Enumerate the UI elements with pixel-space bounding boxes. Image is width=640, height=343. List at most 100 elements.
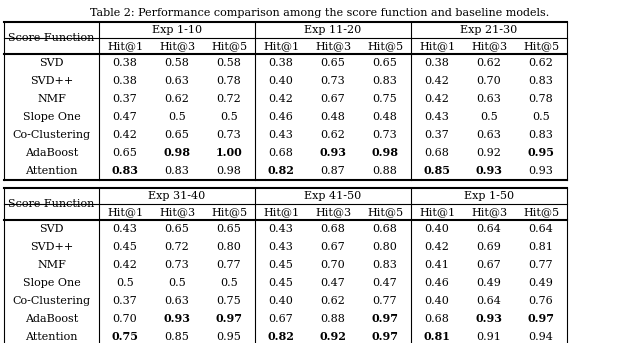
Text: 0.64: 0.64 bbox=[477, 296, 501, 306]
Text: 0.83: 0.83 bbox=[529, 76, 554, 86]
Text: 0.49: 0.49 bbox=[529, 278, 554, 288]
Text: 0.5: 0.5 bbox=[480, 112, 498, 122]
Text: 0.68: 0.68 bbox=[372, 224, 397, 234]
Text: SVD: SVD bbox=[39, 224, 64, 234]
Text: 0.49: 0.49 bbox=[477, 278, 501, 288]
Text: Hit@5: Hit@5 bbox=[367, 41, 403, 51]
Text: 0.65: 0.65 bbox=[164, 224, 189, 234]
Text: 0.73: 0.73 bbox=[216, 130, 241, 140]
Text: 0.82: 0.82 bbox=[268, 331, 294, 343]
Text: Hit@3: Hit@3 bbox=[315, 41, 351, 51]
Text: Score Function: Score Function bbox=[8, 199, 95, 209]
Text: 0.47: 0.47 bbox=[321, 278, 346, 288]
Text: 0.47: 0.47 bbox=[113, 112, 138, 122]
Text: 0.78: 0.78 bbox=[216, 76, 241, 86]
Text: Exp 1-10: Exp 1-10 bbox=[152, 25, 202, 35]
Text: 0.62: 0.62 bbox=[321, 130, 346, 140]
Text: 0.38: 0.38 bbox=[113, 58, 138, 68]
Text: Exp 1-50: Exp 1-50 bbox=[464, 191, 514, 201]
Text: Hit@3: Hit@3 bbox=[159, 41, 195, 51]
Text: 0.64: 0.64 bbox=[477, 224, 501, 234]
Text: 0.5: 0.5 bbox=[168, 112, 186, 122]
Text: 0.92: 0.92 bbox=[319, 331, 346, 343]
Text: 0.42: 0.42 bbox=[424, 76, 449, 86]
Text: 0.93: 0.93 bbox=[319, 147, 346, 158]
Text: 0.77: 0.77 bbox=[372, 296, 397, 306]
Text: Slope One: Slope One bbox=[22, 112, 81, 122]
Text: 0.5: 0.5 bbox=[220, 278, 238, 288]
Text: 0.62: 0.62 bbox=[477, 58, 501, 68]
Text: 0.68: 0.68 bbox=[424, 314, 449, 324]
Text: 0.48: 0.48 bbox=[321, 112, 346, 122]
Text: 0.37: 0.37 bbox=[113, 296, 138, 306]
Text: 0.69: 0.69 bbox=[477, 242, 501, 252]
Text: 0.58: 0.58 bbox=[216, 58, 241, 68]
Text: 0.82: 0.82 bbox=[268, 166, 294, 177]
Text: Hit@5: Hit@5 bbox=[523, 41, 559, 51]
Text: 0.77: 0.77 bbox=[529, 260, 554, 270]
Text: Hit@1: Hit@1 bbox=[107, 207, 143, 217]
Text: 0.81: 0.81 bbox=[529, 242, 554, 252]
Text: 0.47: 0.47 bbox=[372, 278, 397, 288]
Text: 0.41: 0.41 bbox=[424, 260, 449, 270]
Text: 0.98: 0.98 bbox=[371, 147, 399, 158]
Text: Score Function: Score Function bbox=[8, 33, 95, 43]
Text: AdaBoost: AdaBoost bbox=[25, 148, 78, 158]
Text: 0.83: 0.83 bbox=[529, 130, 554, 140]
Text: 0.98: 0.98 bbox=[163, 147, 191, 158]
Text: 0.62: 0.62 bbox=[529, 58, 554, 68]
Text: Hit@3: Hit@3 bbox=[159, 207, 195, 217]
Text: 0.42: 0.42 bbox=[424, 242, 449, 252]
Text: 0.65: 0.65 bbox=[113, 148, 138, 158]
Text: 0.45: 0.45 bbox=[269, 260, 293, 270]
Text: 0.42: 0.42 bbox=[269, 94, 293, 104]
Text: 0.83: 0.83 bbox=[372, 260, 397, 270]
Text: 0.97: 0.97 bbox=[371, 314, 399, 324]
Text: 0.93: 0.93 bbox=[476, 314, 502, 324]
Text: 0.88: 0.88 bbox=[321, 314, 346, 324]
Text: 0.91: 0.91 bbox=[477, 332, 501, 342]
Text: 0.98: 0.98 bbox=[216, 166, 241, 176]
Text: Hit@1: Hit@1 bbox=[263, 207, 299, 217]
Text: Exp 21-30: Exp 21-30 bbox=[460, 25, 518, 35]
Text: 0.42: 0.42 bbox=[113, 260, 138, 270]
Text: 0.77: 0.77 bbox=[217, 260, 241, 270]
Text: 0.43: 0.43 bbox=[269, 224, 293, 234]
Text: 0.62: 0.62 bbox=[164, 94, 189, 104]
Text: 0.94: 0.94 bbox=[529, 332, 554, 342]
Text: Hit@1: Hit@1 bbox=[263, 41, 299, 51]
Text: 0.93: 0.93 bbox=[529, 166, 554, 176]
Text: 0.65: 0.65 bbox=[216, 224, 241, 234]
Text: 0.45: 0.45 bbox=[113, 242, 138, 252]
Text: NMF: NMF bbox=[37, 260, 66, 270]
Text: Slope One: Slope One bbox=[22, 278, 81, 288]
Text: 0.88: 0.88 bbox=[372, 166, 397, 176]
Text: 0.67: 0.67 bbox=[321, 94, 346, 104]
Text: 0.97: 0.97 bbox=[216, 314, 243, 324]
Text: 0.68: 0.68 bbox=[269, 148, 293, 158]
Text: 0.46: 0.46 bbox=[269, 112, 293, 122]
Text: 0.73: 0.73 bbox=[321, 76, 346, 86]
Text: 0.78: 0.78 bbox=[529, 94, 554, 104]
Text: 0.76: 0.76 bbox=[529, 296, 554, 306]
Text: 0.64: 0.64 bbox=[529, 224, 554, 234]
Text: 0.63: 0.63 bbox=[477, 130, 501, 140]
Text: 0.5: 0.5 bbox=[220, 112, 238, 122]
Text: 0.40: 0.40 bbox=[424, 224, 449, 234]
Text: 0.83: 0.83 bbox=[372, 76, 397, 86]
Text: Co-Clustering: Co-Clustering bbox=[12, 296, 91, 306]
Text: SVD: SVD bbox=[39, 58, 64, 68]
Text: 0.43: 0.43 bbox=[269, 242, 293, 252]
Text: 0.46: 0.46 bbox=[424, 278, 449, 288]
Text: 0.67: 0.67 bbox=[321, 242, 346, 252]
Text: 0.43: 0.43 bbox=[424, 112, 449, 122]
Text: 0.85: 0.85 bbox=[164, 332, 189, 342]
Text: 0.75: 0.75 bbox=[111, 331, 138, 343]
Text: 0.80: 0.80 bbox=[372, 242, 397, 252]
Text: AdaBoost: AdaBoost bbox=[25, 314, 78, 324]
Text: Attention: Attention bbox=[25, 332, 77, 342]
Text: 0.58: 0.58 bbox=[164, 58, 189, 68]
Text: 0.68: 0.68 bbox=[424, 148, 449, 158]
Text: 0.63: 0.63 bbox=[164, 76, 189, 86]
Text: 0.83: 0.83 bbox=[111, 166, 138, 177]
